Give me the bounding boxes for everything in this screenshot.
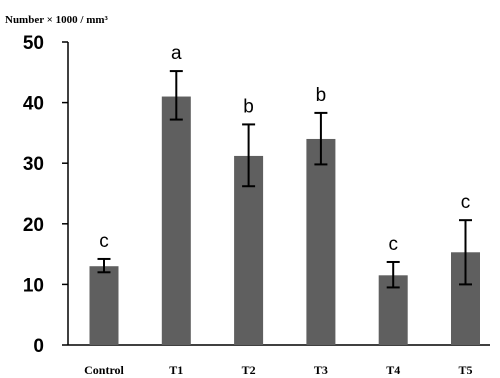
- y-ticks: 0 10 20 30 40 50: [23, 33, 68, 357]
- y-tick-label: 30: [23, 154, 44, 175]
- x-tick-label: T1: [169, 363, 183, 377]
- bar: [161, 96, 191, 345]
- x-tick-label: T4: [386, 363, 400, 377]
- y-tick-label: 20: [23, 215, 44, 236]
- bars: [89, 96, 480, 345]
- x-tick-label: T3: [314, 363, 328, 377]
- x-tick-label: T5: [458, 363, 472, 377]
- axes: [67, 42, 490, 346]
- significance-letter: c: [99, 231, 109, 252]
- x-ticks: Control T1 T2 T3 T4 T5: [84, 363, 472, 377]
- y-axis-label: Number × 1000 / mm³: [5, 14, 109, 26]
- bar: [89, 266, 119, 345]
- bar: [306, 138, 336, 345]
- y-tick-label: 0: [33, 336, 44, 357]
- significance-letter: b: [316, 85, 327, 106]
- significance-letter: b: [243, 96, 254, 117]
- y-tick-label: 40: [23, 94, 44, 115]
- y-tick-label: 10: [23, 275, 44, 296]
- x-tick-label: Control: [84, 363, 124, 377]
- error-bars: [97, 70, 472, 289]
- significance-letter: c: [461, 192, 471, 213]
- y-tick-label: 50: [23, 33, 44, 54]
- significance-letters: c a b b c c: [99, 43, 470, 255]
- x-tick-label: T2: [242, 363, 256, 377]
- bar: [234, 155, 264, 345]
- significance-letter: c: [388, 234, 398, 255]
- significance-letter: a: [171, 43, 182, 64]
